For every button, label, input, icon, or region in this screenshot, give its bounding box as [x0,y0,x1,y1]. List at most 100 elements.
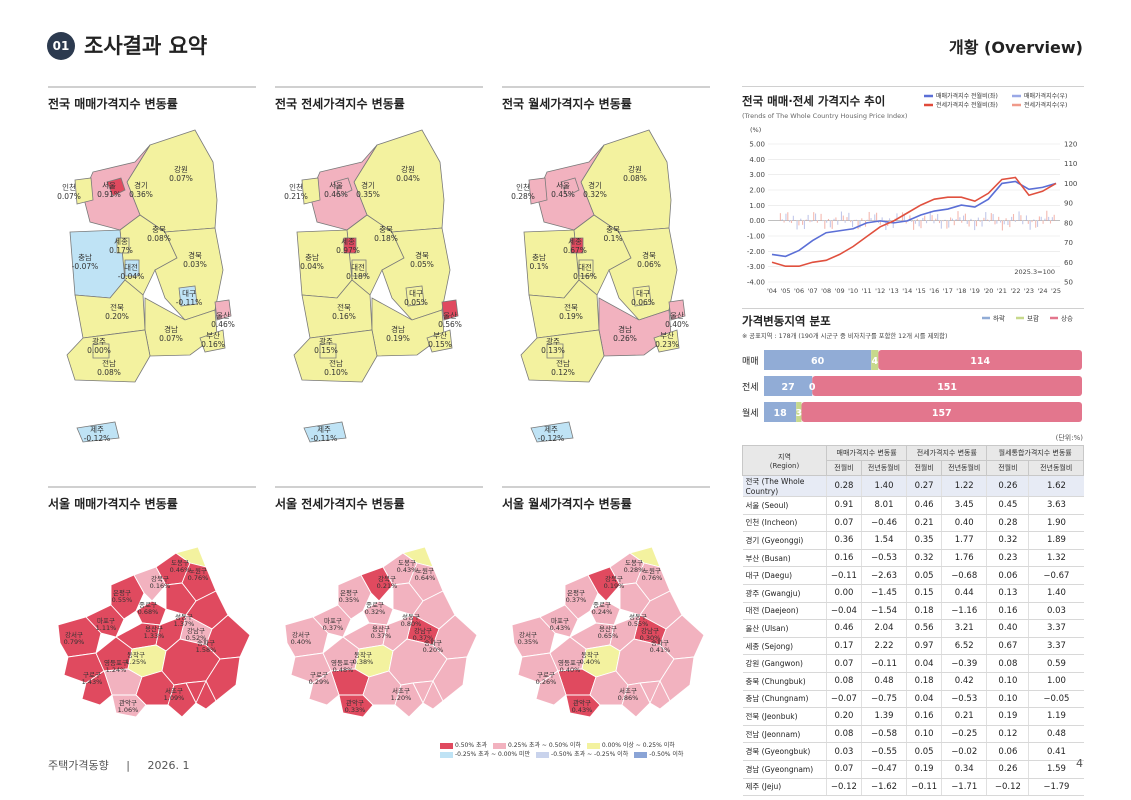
region-ulsan [214,299,232,321]
bar-value-up: 151 [937,382,957,393]
district-name-label: 노원구 [416,566,434,575]
district-value-label: 1.24% [106,666,127,674]
district-name-label: 서초구 [392,686,410,695]
monthly-change-bar [968,220,970,227]
region-name-label: 경북 [188,250,202,260]
y-right-tick-label: 80 [1064,219,1073,227]
table-subheader: 전년동월비 [941,460,988,476]
table-cell-value: 0.23 [986,549,1029,568]
y-right-tick-label: 50 [1064,279,1073,287]
monthly-change-bar [805,219,807,221]
district-value-label: 0.33% [345,706,366,714]
district-name-label: 구로구 [537,671,555,679]
monthly-change-bar [946,220,948,229]
table-cell-region: 부산 (Busan) [742,549,827,568]
region-value-label: 0.20% [105,312,129,321]
region-sejong [116,237,130,254]
monthly-change-bar [953,220,955,226]
table-cell-value: 0.42 [941,672,987,691]
monthly-change-bar [924,215,926,221]
y-left-tick-label: 0.00 [749,217,765,225]
region-inch [74,177,94,205]
district-value-label: 0.19% [604,582,625,590]
district-value-label: 0.68% [138,608,159,616]
table-cell-value: −0.46 [860,514,907,533]
table-cell-value: 0.21 [941,707,987,726]
region-value-label: 0.18% [346,272,370,281]
monthly-change-bar [950,217,952,221]
table-cell-region: 충남 (Chungnam) [742,690,827,709]
district-value-label: 0.46% [170,566,191,574]
table-cell-value: 0.10 [986,672,1029,691]
x-tick-label: '10 [848,287,858,295]
table-cell-value: 1.77 [941,531,987,550]
monthly-change-bar [1027,220,1029,224]
region-value-label: 0.26% [613,334,637,343]
index-series-line [771,180,1057,258]
table-cell-value: 8.01 [860,496,907,515]
table-cell-value: 0.46 [826,619,862,638]
region-name-label: 충남 [305,253,319,262]
monthly-change-bar [833,218,835,221]
region-value-label: 0.46% [211,320,235,329]
region-value-label: 0.04% [396,174,420,183]
monthly-change-bar [792,215,794,221]
monthly-change-bar [1005,218,1007,221]
table-cell-value: 0.13 [986,584,1029,603]
monthly-change-bar [815,213,817,221]
table-cell-region: 전남 (Jeonnam) [742,725,827,744]
table-cell-value: 0.32 [906,549,942,568]
region-value-label: 0.40% [665,320,689,329]
monthly-change-bar [868,211,870,221]
monthly-change-bar [783,220,785,223]
region-name-label: 대전 [578,262,592,272]
legend-label: 0.25% 초과 ~ 0.50% 이하 [508,742,581,749]
monthly-change-bar [948,220,950,228]
monthly-change-bar [1049,220,1052,224]
monthly-change-bar [829,220,831,228]
district-name-label: 강북구 [605,574,623,583]
region-value-label: 0.21% [284,192,308,201]
region-value-label: 0.08% [623,174,647,183]
monthly-change-bar [942,220,944,222]
table-cell-value: 3.21 [941,619,987,638]
monthly-change-bar [903,213,905,221]
monthly-change-bar [979,220,981,222]
table-cell-value: 0.05 [906,566,942,585]
region-gwangju [92,343,110,359]
monthly-change-bar [874,214,876,221]
monthly-change-bar [985,212,987,221]
region-value-label: 0.13% [541,346,565,355]
region-value-label: 0.56% [438,320,462,329]
region-name-label: 충북 [606,225,620,234]
monthly-change-bar [785,213,787,221]
footer-publication: 주택가격동향 | 2026. 1 [48,757,189,773]
x-tick-label: '24 [1037,287,1047,295]
table-cell-value: 0.10 [906,725,942,744]
monthly-change-bar [996,220,998,224]
bar-segment-up [801,402,1082,422]
district-value-label: 0.37% [371,632,392,640]
region-value-label: 0.18% [374,234,398,243]
monthly-change-bar [966,220,968,224]
region-name-label: 세종 [341,237,355,246]
y-left-tick-label: -1.00 [747,233,765,241]
region-name-label: 전남 [102,358,116,368]
monthly-change-bar [802,220,804,225]
monthly-change-bar [857,220,859,230]
monthly-change-bar [975,220,978,227]
distribution-row-label: 전세 [742,382,759,393]
monthly-change-bar [885,220,887,231]
region-sejong [343,237,357,254]
monthly-change-bar [852,220,854,228]
monthly-change-bar [998,216,1000,221]
table-row: 서울 (Seoul) 0.91 8.01 0.46 3.45 0.45 3.63 [742,496,1084,515]
table-cell-value: 0.91 [826,496,862,515]
district-name-label: 강서구 [519,630,537,639]
district-name-label: 노원구 [643,566,661,575]
table-cell-value: 0.20 [826,707,862,726]
table-cell-region: 제주 (Jeju) [742,778,827,797]
region-value-label: -0.11% [311,434,338,443]
region-name-label: 충북 [152,225,166,234]
region-value-label: -0.11% [176,298,203,307]
